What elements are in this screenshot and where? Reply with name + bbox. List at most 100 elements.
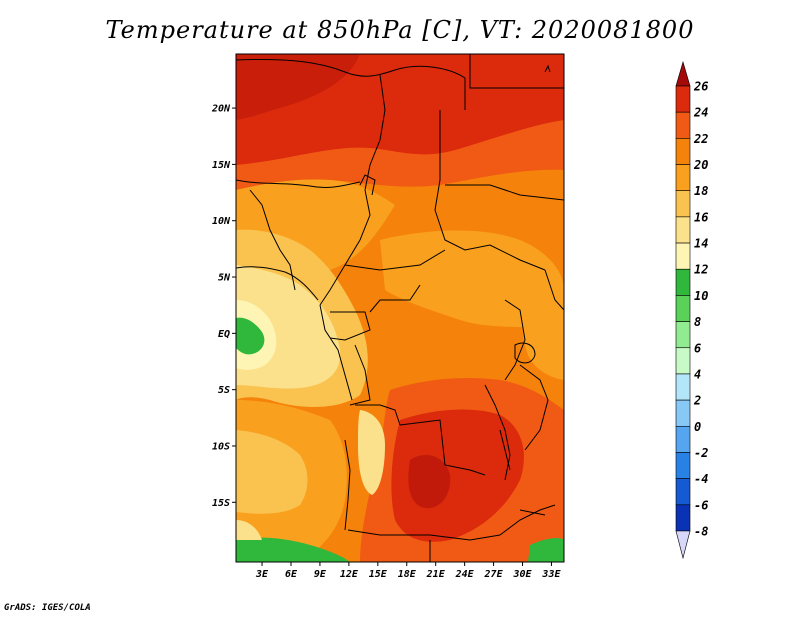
colorbar-label: 4 [694,367,701,381]
field-south-24 [391,409,524,542]
colorbar-label: -6 [694,498,708,512]
colorbar-min-triangle [675,530,691,560]
lake-chad [359,174,376,196]
colorbar-label: 18 [694,184,708,198]
colorbar-label: 22 [693,132,708,146]
lon-tick-label: 18E [398,569,417,580]
border-angola-namibia [347,529,501,541]
colorbar-box [675,373,691,401]
latitude-axis: 20N 15N 10N 5N EQ 5S 10S 15S [211,104,236,509]
lon-tick-label: 27E [484,569,504,580]
field-north-26 [236,54,360,120]
colorbar-label: 26 [693,80,708,94]
lake-malawi [499,429,511,471]
lon-tick-label: 21E [426,569,446,580]
colorbar-label: 10 [694,289,708,303]
lat-tick-label: EQ [218,329,230,340]
red-sea-mark [544,64,551,73]
border-uganda-drc [504,299,526,381]
colorbar-box [675,138,691,165]
lat-tick-label: 15S [212,498,230,509]
colorbar-box [675,111,691,139]
border-cameroon [319,189,371,306]
field-green-se [528,537,564,562]
border-car [344,249,446,271]
lon-tick-label: 9E [314,569,327,580]
colorbar-box [675,452,691,479]
colorbar-box [675,347,691,375]
colorbar-label: -2 [694,446,708,460]
colorbar-box [675,216,691,244]
lon-tick-label: 33E [541,569,561,580]
border-ethiopia [544,269,564,311]
field-south-26 [408,455,451,509]
lon-tick-label: 3E [255,569,269,580]
colorbar-label: 12 [694,263,708,277]
lon-tick-label: 15E [369,569,388,580]
map-frame [235,53,565,563]
border-congo-drc [349,344,371,406]
coast-gabon-congo [319,304,353,401]
coast-angola [344,439,351,531]
longitude-axis: 3E 6E 9E 12E 15E 18E 21E 24E 27E 30E 33E [255,562,561,580]
colorbar-box [675,321,691,349]
lat-tick-label: 5N [218,273,231,284]
border-congo-car [369,284,421,313]
border-zambia-zimbabwe [499,504,556,536]
colorbar-label: 16 [694,210,708,224]
colorbar-box [675,504,691,532]
colorbar-label: 20 [693,158,708,172]
colorbar-label: -4 [694,472,708,486]
border-nigeria-west [249,189,296,291]
colorbar-label: 14 [694,237,708,251]
map-title: Temperature at 850hPa [C], VT: 202008180… [105,16,695,44]
lon-tick-label: 30E [512,569,532,580]
footer-credit: GrADS: IGES/COLA [4,603,91,613]
field-sw-16 [236,520,262,540]
lake-victoria [514,342,536,364]
colorbar-box [675,399,691,427]
lat-tick-label: 10S [212,441,230,452]
colorbar-max-triangle [675,60,691,87]
field-north-24 [236,54,564,165]
lat-tick-label: 20N [211,104,231,115]
colorbar-box [675,242,691,270]
lat-tick-label: 5S [218,385,230,396]
colorbar-box [675,478,691,506]
colorbar-label: -8 [694,525,708,539]
lat-tick-label: 10N [212,216,231,227]
border-tanzania [519,364,549,451]
colorbar-label: 2 [693,394,701,408]
lat-tick-label: 15N [212,160,231,171]
field-angola-16 [358,410,385,495]
border-chad-sudan [434,110,546,271]
border-egypt-sudan [469,54,564,89]
coast-gulf-guinea [236,266,319,301]
colorbar-box [675,425,691,453]
colorbar-box [675,295,691,322]
border-drc-angola [355,404,401,426]
colorbar-label: 0 [694,420,701,434]
border-drc-zambia [399,419,486,476]
colorbar-box [675,164,691,192]
colorbar-label: 8 [694,315,701,329]
lon-tick-label: 6E [285,569,298,580]
colorbar-box [675,85,691,113]
border-sudan-north [445,184,564,201]
border-niger-chad [364,74,386,191]
colorbar-box [675,268,691,296]
lon-tick-label: 24E [455,569,475,580]
colorbar-box [675,190,691,218]
colorbar-label: 24 [693,106,708,120]
lake-kariba [519,509,546,516]
field-central-20 [380,230,564,330]
border-sahel [236,179,361,188]
field-green-eq [236,317,265,355]
lon-tick-label: 12E [340,569,359,580]
country-borders [236,54,564,562]
temperature-field [236,54,564,562]
field-sw-18 [236,430,308,514]
